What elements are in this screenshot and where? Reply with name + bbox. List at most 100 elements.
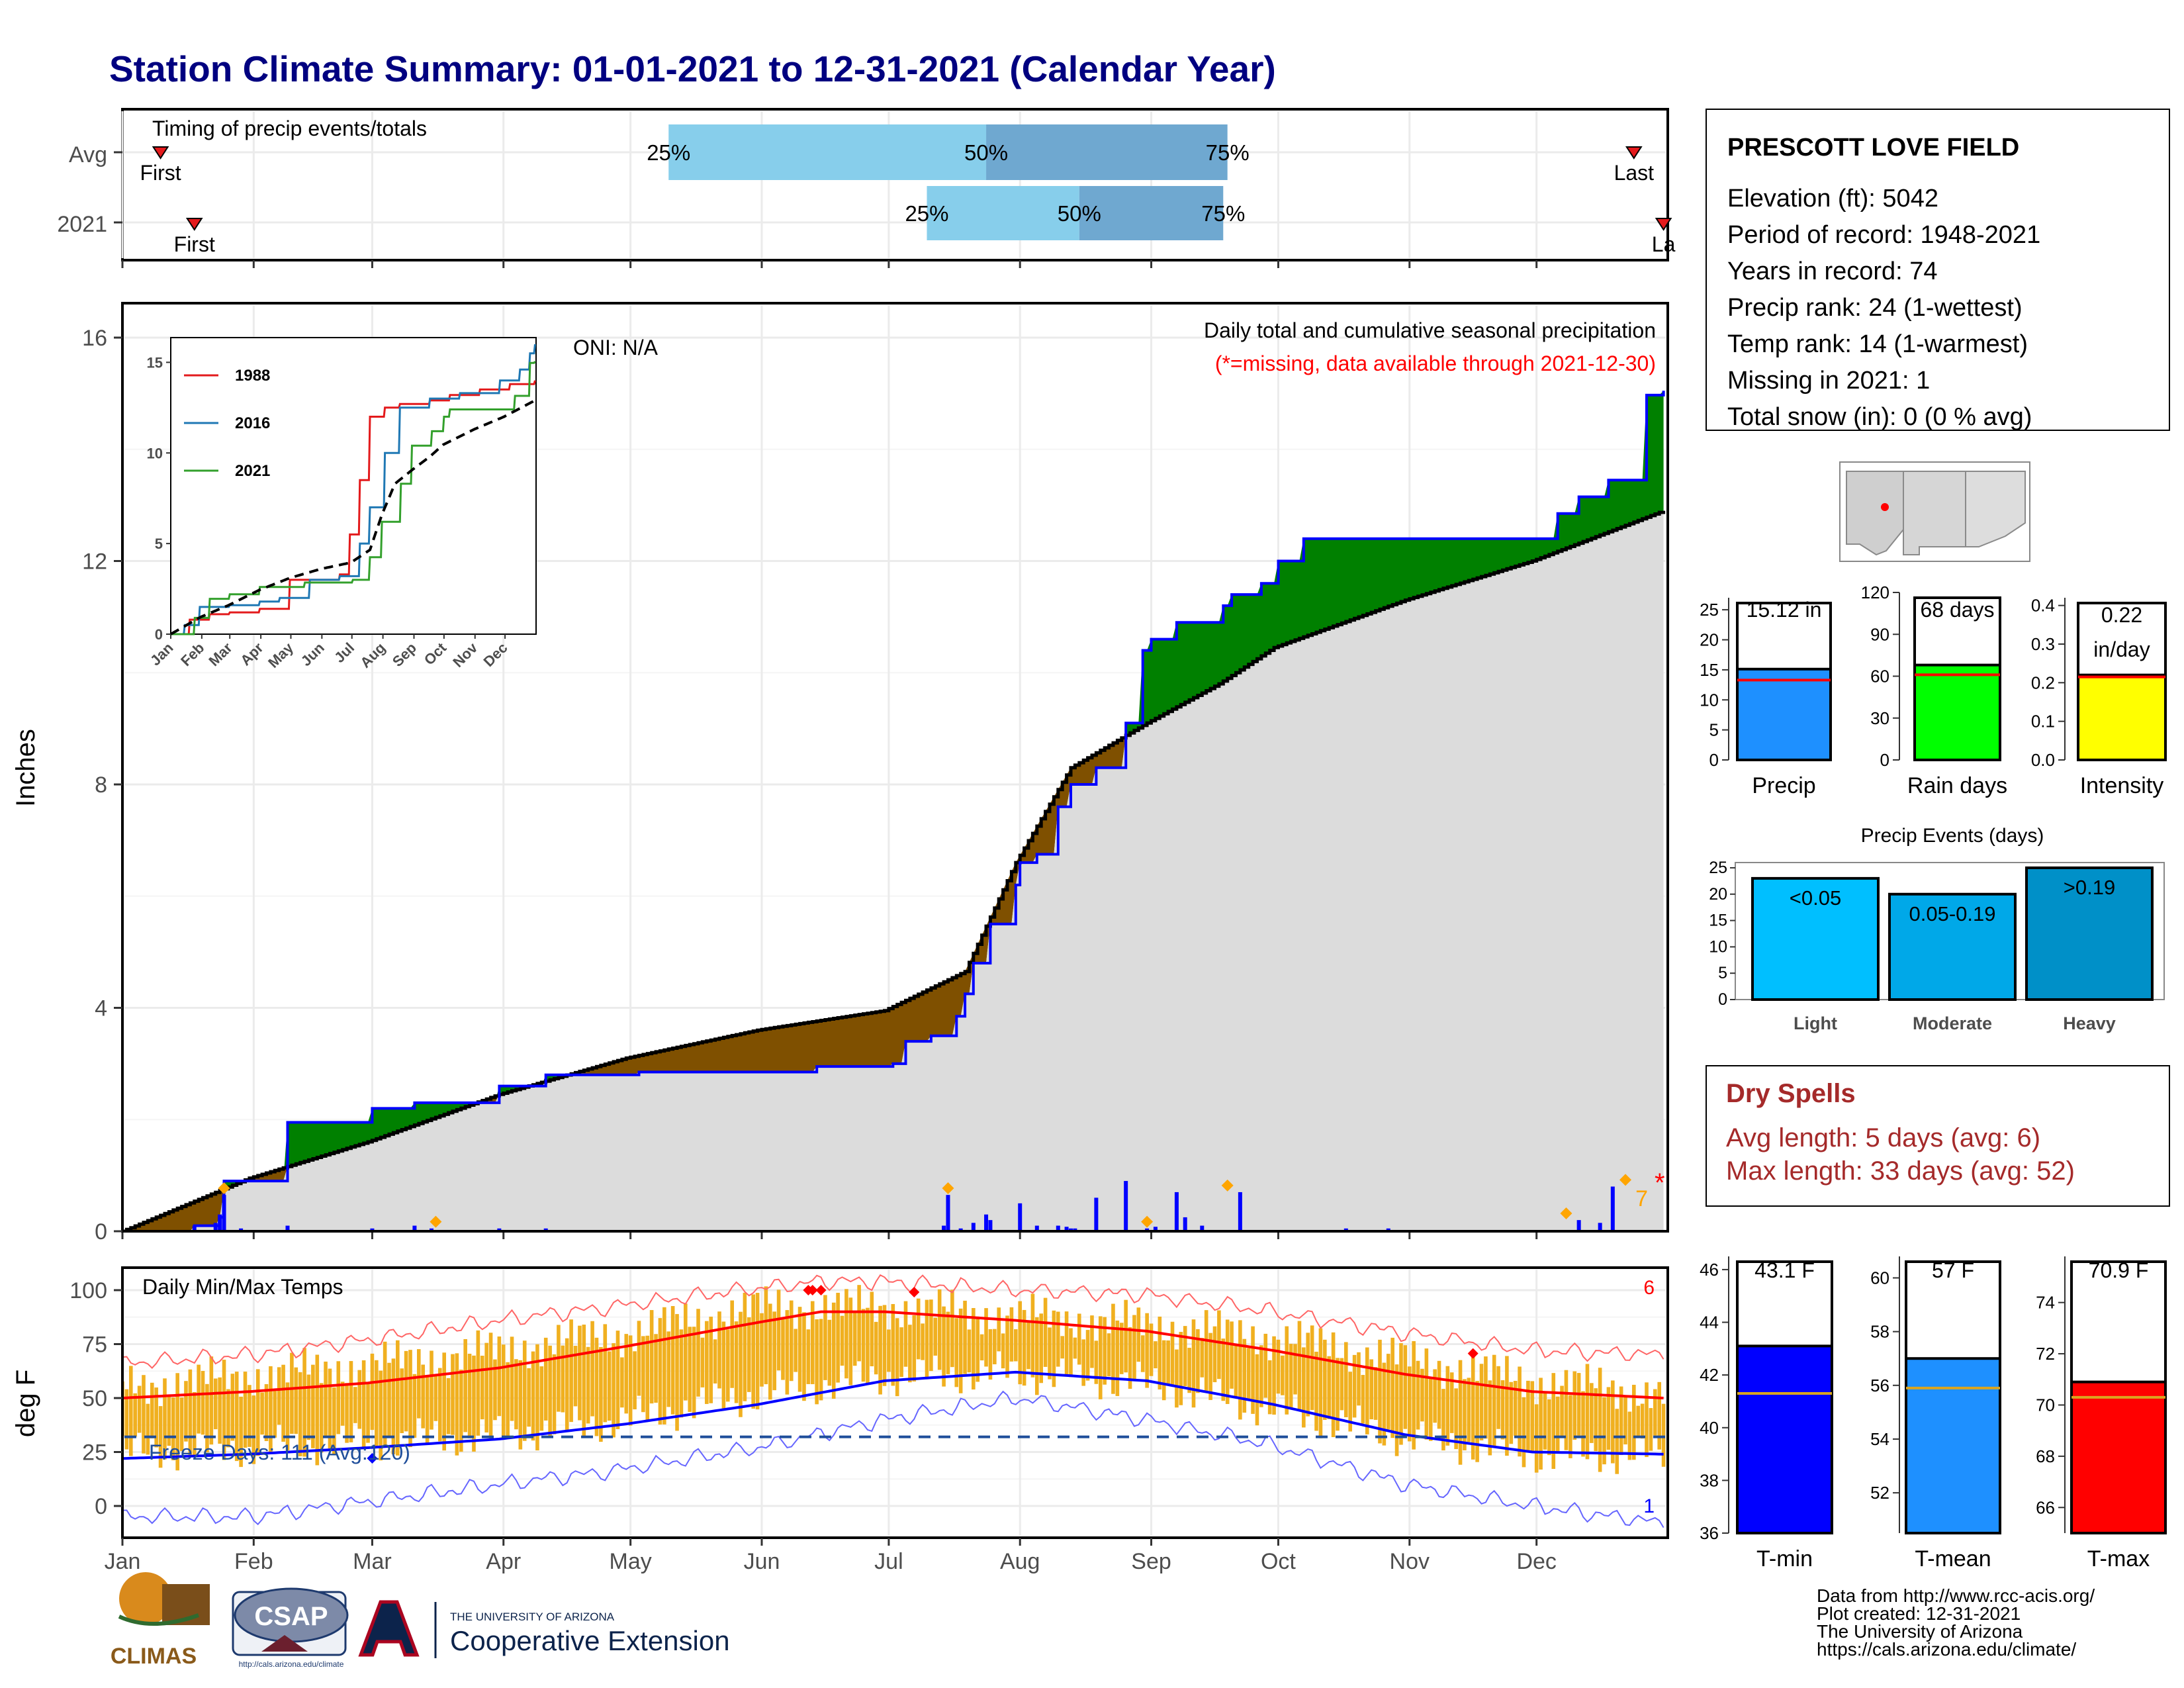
mini-y-tick-label: 52 xyxy=(1870,1483,1889,1503)
events-bar xyxy=(1751,876,1880,1002)
daily-temp-bar xyxy=(226,1389,230,1448)
daily-temp-bar xyxy=(827,1319,832,1386)
dry-spells-box: Dry Spells Avg length: 5 days (avg: 6) M… xyxy=(1706,1065,2170,1207)
daily-temp-bar xyxy=(1627,1411,1632,1460)
daily-temp-bar xyxy=(848,1297,853,1385)
daily-temp-bar xyxy=(1098,1316,1103,1399)
daily-temp-bar xyxy=(1598,1368,1602,1472)
daily-temp-bar xyxy=(1094,1340,1099,1384)
timing-title: Timing of precip events/totals xyxy=(152,117,427,140)
daily-temp-bar xyxy=(1594,1388,1598,1452)
mini-bar-title: Intensity xyxy=(2080,773,2164,798)
daily-temp-bar xyxy=(248,1385,251,1447)
daily-precip-bar xyxy=(1343,1228,1348,1231)
precip-observed-line xyxy=(122,391,1665,1231)
footer-line-4: https://cals.arizona.edu/climate/ xyxy=(1817,1639,2076,1660)
daily-temp-bar xyxy=(387,1362,391,1437)
daily-temp-bar xyxy=(383,1341,387,1446)
daily-temp-bar xyxy=(1619,1386,1623,1456)
dry-spells-frame xyxy=(1706,1065,2170,1207)
daily-temp-bar xyxy=(1081,1339,1085,1386)
precip-flag-diamond xyxy=(1141,1215,1154,1228)
daily-temp-bar xyxy=(946,1311,950,1374)
daily-temp-bar xyxy=(615,1331,620,1429)
mini-bar-value xyxy=(2077,673,2167,762)
daily-precip-bar xyxy=(1034,1225,1039,1231)
daily-temp-bar xyxy=(171,1397,175,1460)
daily-temp-bar xyxy=(298,1372,302,1457)
daily-temp-bar xyxy=(1187,1348,1191,1393)
mini-y-tick-label: 30 xyxy=(1870,708,1889,728)
daily-temp-bar xyxy=(768,1303,772,1400)
daily-temp-bar xyxy=(484,1342,488,1432)
daily-precip-bar xyxy=(1598,1223,1602,1231)
daily-temp-bar xyxy=(192,1391,197,1456)
daily-temp-bar xyxy=(1412,1341,1416,1450)
daily-temp-bar xyxy=(128,1366,133,1456)
daily-temp-bar xyxy=(480,1356,484,1420)
daily-temp-bar xyxy=(476,1330,480,1436)
daily-temp-bar xyxy=(1039,1313,1044,1383)
daily-temp-bar xyxy=(1060,1336,1064,1359)
footer-line-3: The University of Arizona xyxy=(1817,1621,2023,1642)
daily-temp-bar xyxy=(557,1325,561,1412)
ua-a-icon xyxy=(358,1600,420,1657)
mini-y-tick-label: 10 xyxy=(1700,690,1719,710)
daily-temp-bar xyxy=(882,1305,887,1386)
daily-temp-bar xyxy=(1230,1321,1234,1389)
mini-bar-value-label: 70.9 F xyxy=(2089,1258,2149,1282)
daily-temp-bar xyxy=(988,1329,993,1380)
daily-temp-bar xyxy=(675,1314,679,1431)
month-tick-label: Aug xyxy=(1000,1549,1040,1574)
page-title: Station Climate Summary: 01-01-2021 to 1… xyxy=(109,48,1276,89)
daily-temp-bar xyxy=(700,1337,705,1387)
daily-temp-bar xyxy=(357,1370,362,1429)
daily-temp-bar xyxy=(1043,1297,1048,1367)
daily-precip-bar xyxy=(412,1225,417,1231)
daily-temp-bar xyxy=(1166,1340,1170,1385)
daily-temp-bar xyxy=(1420,1368,1424,1422)
timing-quantile-label: 50% xyxy=(1058,201,1101,226)
daily-temp-bar xyxy=(1454,1388,1458,1450)
daily-temp-bar xyxy=(1111,1303,1115,1394)
precip-y-label: Inches xyxy=(11,729,40,807)
daily-temp-bar xyxy=(306,1374,311,1440)
daily-precip-bar xyxy=(1068,1228,1073,1231)
temp-y-tick-label: 100 xyxy=(69,1278,107,1303)
daily-temp-bar xyxy=(167,1396,171,1446)
daily-temp-bar xyxy=(929,1299,933,1372)
daily-temp-bar xyxy=(543,1337,548,1421)
daily-temp-bar xyxy=(459,1370,463,1452)
daily-temp-bar xyxy=(260,1392,264,1435)
daily-temp-bar xyxy=(1115,1320,1120,1396)
daily-temp-bar xyxy=(396,1340,400,1456)
daily-temp-bar xyxy=(1649,1408,1653,1451)
events-y-tick-label: 15 xyxy=(1709,912,1727,930)
timing-quantile-label: 75% xyxy=(1201,201,1245,226)
mini-y-tick-label: 46 xyxy=(1700,1260,1719,1280)
daily-temp-bar xyxy=(976,1316,980,1382)
inset-frame xyxy=(170,337,537,635)
daily-temp-bar xyxy=(1302,1347,1306,1428)
daily-temp-bar xyxy=(1225,1319,1230,1404)
new-mexico-shape xyxy=(1903,471,1966,555)
daily-temp-bar xyxy=(361,1360,366,1450)
daily-temp-bar xyxy=(819,1319,823,1401)
daily-temp-bar xyxy=(197,1364,201,1434)
events-bar xyxy=(1888,892,2017,1002)
daily-precip-bar xyxy=(1576,1220,1581,1231)
daily-temp-bar xyxy=(802,1312,806,1401)
daily-temp-bar xyxy=(1661,1403,1666,1467)
precip-flag-diamond xyxy=(1560,1207,1572,1219)
footer-line-2: Plot created: 12-31-2021 xyxy=(1817,1603,2021,1624)
mini-y-tick-label: 0 xyxy=(1709,750,1719,770)
timing-marker-label: La xyxy=(1652,232,1676,256)
temp-y-tick-label: 0 xyxy=(95,1494,107,1519)
daily-temp-bar xyxy=(273,1391,277,1438)
daily-temp-bar xyxy=(874,1321,878,1375)
daily-temp-bar xyxy=(717,1311,721,1389)
daily-temp-bar xyxy=(772,1311,776,1391)
daily-temp-bar xyxy=(963,1300,967,1374)
daily-temp-bar xyxy=(146,1403,150,1455)
texas-shape xyxy=(1965,471,2026,547)
